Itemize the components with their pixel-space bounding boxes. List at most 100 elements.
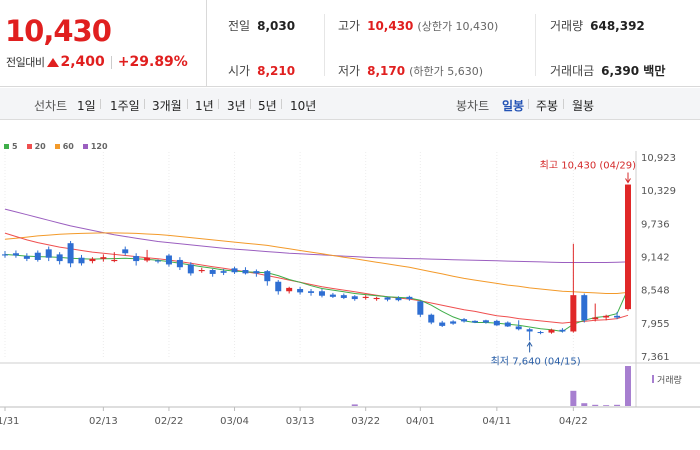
candle-body [297,289,304,293]
divider [528,99,529,109]
legend-item-ma60: 60 [54,142,74,151]
x-tick-label: 04/11 [482,416,511,427]
stat-label: 거래량 [550,19,584,33]
change-label: 전일대비 [6,56,45,69]
candle-body [439,322,446,326]
divider [563,99,564,109]
y-tick-label: 9,736 [641,219,670,230]
line-chart-title: 선차트 [34,99,68,113]
candle-body [78,257,85,264]
y-tick-label: 10,923 [641,153,676,164]
high-annotation: 최고 10,430 (04/29) [540,160,636,172]
stat-value: 6,390 백만 [601,64,666,78]
candle-body [89,258,96,262]
ma-line-5 [4,253,629,333]
candle-body [625,184,631,310]
candle-body [23,256,30,259]
candle-weekly-button[interactable]: 주봉 [536,99,559,113]
candle-body [318,291,325,296]
legend-label: 5 [12,142,18,151]
period-1d-button[interactable]: 1일 [77,99,96,113]
legend-item-ma5: 5 [4,142,18,151]
candle-body [34,252,41,260]
x-tick-label: 04/01 [406,416,435,427]
x-tick-label: 03/22 [351,416,380,427]
stat-high: 고가 10,430 (상한가 10,430) [338,17,498,34]
candle-body [253,271,260,274]
column-divider [535,14,536,76]
volume-legend-swatch [652,375,654,383]
stat-value: 8,210 [257,64,296,78]
candle-body [351,296,358,300]
y-tick-label: 10,329 [641,186,676,197]
candle-body [537,332,544,334]
volume-bar [625,366,631,406]
period-toolbar: 선차트 1일 1주일 3개월 1년 3년 5년 10년 봉차트 일봉 주봉 월봉 [0,88,700,120]
candle-body [12,253,19,256]
stat-label: 저가 [338,64,361,78]
divider [218,99,219,109]
candle-body [559,329,566,332]
candle-body [198,270,205,272]
candle-body [614,315,621,318]
candle-body [373,297,380,300]
x-tick-label: 03/13 [286,416,315,427]
candle-body [176,259,183,268]
period-3m-button[interactable]: 3개월 [152,99,182,113]
candle-body [242,270,249,274]
current-price: 10,430 [5,14,112,48]
ma-line-20 [4,232,629,324]
stat-label: 시가 [228,64,251,78]
candle-daily-button[interactable]: 일봉 [502,99,525,113]
ma-line-120 [4,208,629,263]
y-tick-label: 8,548 [641,286,670,297]
divider [281,99,282,109]
legend-swatch [82,144,88,149]
legend-item-ma20: 20 [26,142,46,151]
candle-body [461,319,468,322]
change-amount: 2,400 [60,54,105,70]
candle-monthly-button[interactable]: 월봉 [572,99,595,113]
candle-body [548,329,555,333]
x-tick-label: 01/31 [0,416,19,427]
candle-body [67,243,74,264]
legend-swatch [26,144,32,149]
candle-body [286,287,293,292]
stat-value: 8,030 [257,19,296,33]
legend-swatch [4,144,9,149]
candle-body [395,297,402,301]
candle-body [100,257,107,259]
stat-value: 648,392 [590,19,645,33]
candle-body [570,295,577,332]
x-tick-label: 04/22 [559,416,588,427]
candle-body [406,296,413,300]
period-1y-button[interactable]: 1년 [195,99,214,113]
candle-body [275,281,282,292]
period-10y-button[interactable]: 10년 [290,99,317,113]
stat-low: 저가 8,170 (하한가 5,630) [338,62,483,79]
volume-bar [351,404,358,406]
candle-body [165,255,172,265]
x-tick-label: 03/04 [220,416,249,427]
candle-body [384,297,391,300]
x-tick-label: 02/13 [89,416,118,427]
candle-chart-title: 봉차트 [456,99,490,113]
period-5y-button[interactable]: 5년 [258,99,277,113]
legend-swatch [54,144,60,149]
volume-bar [592,404,599,406]
period-3y-button[interactable]: 3년 [227,99,246,113]
y-tick-label: 7,361 [641,352,670,363]
stat-sub: (상한가 10,430) [417,20,499,33]
divider [144,99,145,109]
y-tick-label: 9,142 [641,253,670,264]
candle-body [482,320,489,323]
quote-summary: 10,430 전일대비 2,400 +29.89% 전일 8,030 시가 8,… [0,0,700,87]
period-1w-button[interactable]: 1주일 [110,99,140,113]
y-tick-label: 7,955 [641,319,670,330]
legend-label: 120 [90,142,108,151]
candle-body [329,294,336,297]
price-box: 10,430 전일대비 2,400 +29.89% [0,0,207,87]
legend-label: 20 [34,142,46,151]
candle-body [340,295,347,298]
candle-body [308,291,315,293]
